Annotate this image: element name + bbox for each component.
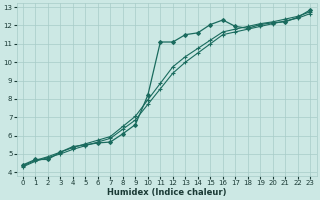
- X-axis label: Humidex (Indice chaleur): Humidex (Indice chaleur): [107, 188, 226, 197]
